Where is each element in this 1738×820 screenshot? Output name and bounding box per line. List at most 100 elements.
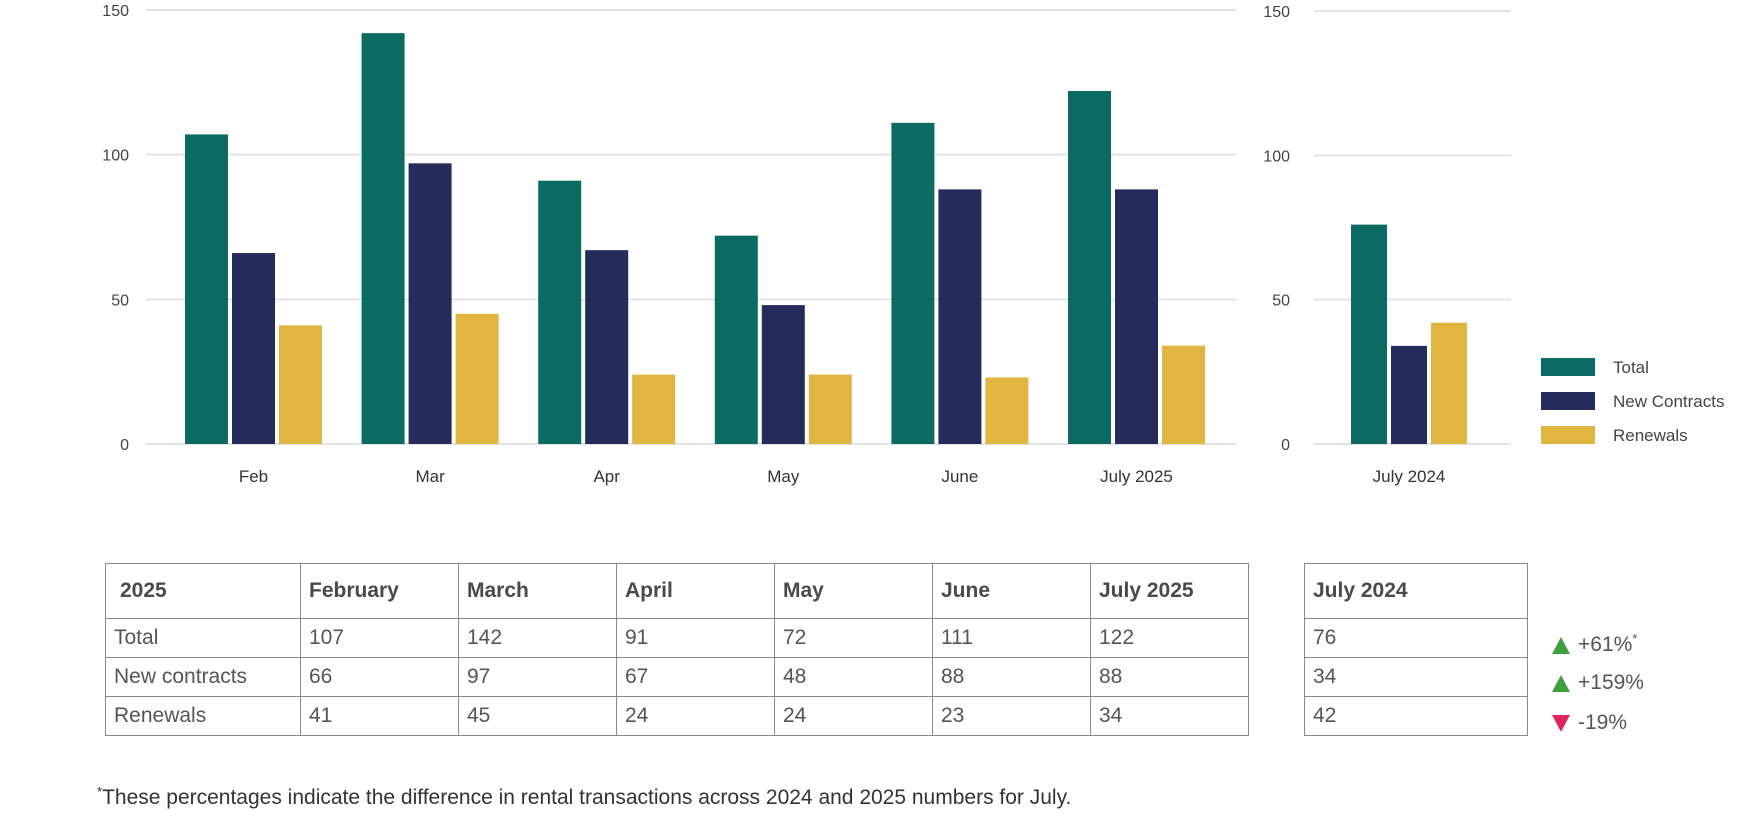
asterisk-marker: *	[97, 784, 103, 799]
july-2024-chart-plot: 0 50 100 150 July 2024	[1263, 4, 1511, 486]
table-cell: 111	[932, 618, 1091, 658]
y-tick-label: 150	[102, 3, 129, 20]
x-tick-label: Feb	[239, 467, 268, 486]
bar	[985, 377, 1029, 444]
x-tick-label: Apr	[593, 467, 620, 486]
table-cell: 41	[300, 696, 459, 736]
bar	[538, 180, 582, 444]
table-header-cell: July 2025	[1090, 563, 1249, 619]
up-arrow-icon	[1552, 636, 1570, 654]
table-cell: 67	[616, 657, 775, 697]
table-header-row: July 2024	[1304, 563, 1528, 619]
bar	[585, 250, 629, 444]
legend-swatch	[1541, 392, 1595, 410]
monthly-data-table: 2025 February March April May June July …	[105, 563, 1249, 736]
table-cell: 88	[932, 657, 1091, 697]
table-header-row: 2025 February March April May June July …	[105, 563, 1249, 619]
legend-label: Total	[1613, 358, 1649, 377]
y-tick-label: 50	[111, 292, 129, 309]
table-cell: 45	[458, 696, 617, 736]
legend: Total New Contracts Renewals	[1541, 358, 1724, 445]
table-row: 34	[1304, 657, 1528, 697]
table-cell: 24	[616, 696, 775, 736]
bar	[1431, 322, 1467, 444]
table-cell: Renewals	[105, 696, 301, 736]
bar-chart: 0 50 100 150 Feb Mar Apr May June July 2025 0 50 10…	[102, 3, 1724, 486]
bar	[1351, 224, 1387, 444]
bar	[1391, 345, 1427, 444]
bar	[1115, 189, 1158, 444]
table-header-cell: June	[932, 563, 1091, 619]
bar	[408, 163, 452, 444]
table-cell: New contracts	[105, 657, 301, 697]
x-tick-label: July 2025	[1100, 467, 1173, 486]
bar	[632, 374, 676, 444]
table-row: Renewals 41 45 24 24 23 34	[105, 696, 1249, 736]
bar	[279, 325, 322, 444]
table-cell: 72	[774, 618, 933, 658]
x-tick-label: June	[941, 467, 978, 486]
bar	[714, 235, 758, 444]
table-row: Total 107 142 91 72 111 122	[105, 618, 1249, 658]
table-cell: 97	[458, 657, 617, 697]
footnote-text: These percentages indicate the differenc…	[102, 786, 1072, 809]
main-chart-plot: 0 50 100 150 Feb Mar Apr May June July 2025	[102, 3, 1236, 486]
table-cell: 107	[300, 618, 459, 658]
y-tick-label: 50	[1272, 293, 1290, 310]
down-arrow-icon	[1552, 714, 1570, 732]
table-cell: 42	[1304, 696, 1528, 736]
y-tick-label: 100	[1263, 148, 1290, 165]
bar	[455, 313, 499, 444]
bar	[185, 134, 228, 444]
up-arrow-icon	[1552, 674, 1570, 692]
change-renewals: -19%	[1552, 711, 1627, 735]
y-tick-label: 0	[1281, 437, 1290, 454]
table-header-cell: April	[616, 563, 775, 619]
table-cell: 48	[774, 657, 933, 697]
change-value: -19%	[1578, 711, 1628, 734]
x-tick-label: May	[767, 467, 800, 486]
table-cell: 88	[1090, 657, 1249, 697]
table-cell: 66	[300, 657, 459, 697]
bar	[938, 189, 982, 444]
table-cell: 91	[616, 618, 775, 658]
bar	[761, 305, 805, 444]
bar	[1068, 91, 1111, 444]
table-cell: Total	[105, 618, 301, 658]
table-header-cell: February	[300, 563, 459, 619]
change-value: +61%	[1578, 633, 1633, 656]
table-row: New contracts 66 97 67 48 88 88	[105, 657, 1249, 697]
legend-label: Renewals	[1613, 426, 1688, 445]
bar	[891, 122, 935, 444]
table-header-cell: 2025	[105, 563, 301, 619]
legend-swatch	[1541, 426, 1595, 444]
table-cell: 76	[1304, 618, 1528, 658]
table-row: 42	[1304, 696, 1528, 736]
july-2024-table: July 2024 76 34 42	[1304, 563, 1528, 736]
y-tick-label: 150	[1263, 4, 1290, 21]
change-new-contracts: +159%	[1552, 671, 1644, 695]
table-cell: 34	[1090, 696, 1249, 736]
table-cell: 122	[1090, 618, 1249, 658]
legend-label: New Contracts	[1613, 392, 1724, 411]
change-value: +159%	[1578, 671, 1644, 694]
x-tick-label: Mar	[415, 467, 445, 486]
table-row: 76	[1304, 618, 1528, 658]
legend-swatch	[1541, 358, 1595, 376]
bar	[232, 253, 275, 444]
bar	[1162, 345, 1205, 444]
table-cell: 34	[1304, 657, 1528, 697]
table-header-cell: July 2024	[1304, 563, 1528, 619]
footnote: *These percentages indicate the differen…	[97, 784, 1071, 810]
table-cell: 24	[774, 696, 933, 736]
y-tick-label: 100	[102, 148, 129, 165]
table-cell: 23	[932, 696, 1091, 736]
asterisk-marker: *	[1632, 631, 1638, 646]
y-tick-label: 0	[120, 437, 129, 454]
bar	[808, 374, 852, 444]
change-total: +61%*	[1552, 631, 1637, 657]
x-tick-label: July 2024	[1373, 467, 1446, 486]
table-header-cell: May	[774, 563, 933, 619]
bar	[361, 33, 405, 444]
table-cell: 142	[458, 618, 617, 658]
